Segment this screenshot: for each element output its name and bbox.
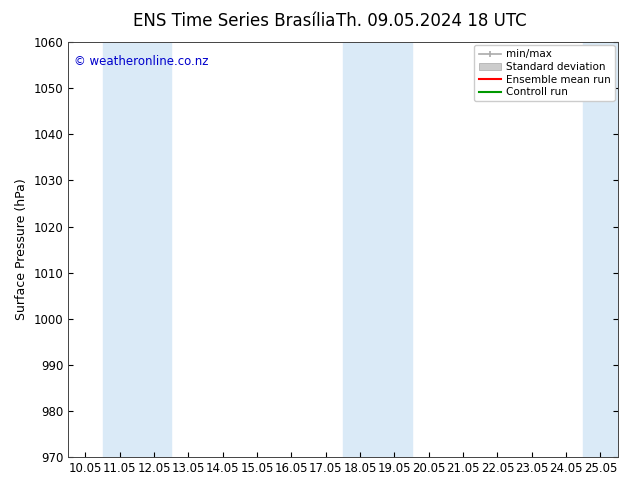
Bar (103, 42, 171, 457)
Bar (583, 42, 618, 457)
Bar (343, 42, 411, 457)
Y-axis label: Surface Pressure (hPa): Surface Pressure (hPa) (15, 179, 28, 320)
Legend: min/max, Standard deviation, Ensemble mean run, Controll run: min/max, Standard deviation, Ensemble me… (474, 45, 614, 101)
Text: ENS Time Series Brasília: ENS Time Series Brasília (133, 12, 336, 30)
Text: Th. 09.05.2024 18 UTC: Th. 09.05.2024 18 UTC (336, 12, 526, 30)
Text: © weatheronline.co.nz: © weatheronline.co.nz (74, 54, 208, 68)
